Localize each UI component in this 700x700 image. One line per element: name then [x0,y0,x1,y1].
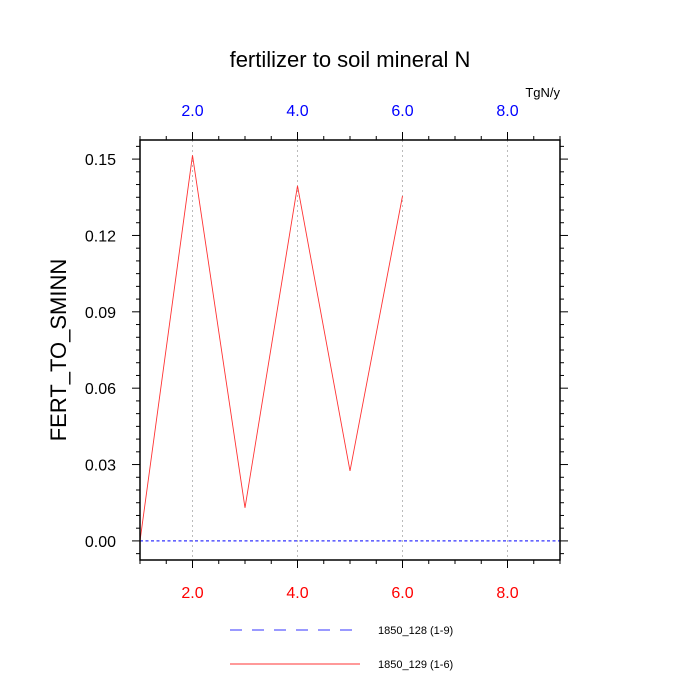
x-tick-label-top-0: 2.0 [181,103,203,120]
grid-layer [192,140,508,560]
x-tick-label-bottom-3: 8.0 [496,585,518,602]
legend-label-1: 1850_129 (1-6) [378,659,453,671]
y-tick-label-2: 0.06 [85,381,116,398]
ticks-layer [132,132,568,568]
series-line-1 [139,155,403,541]
chart-title: fertilizer to soil mineral N [230,47,471,72]
series-layer [139,155,560,542]
y-tick-label-4: 0.12 [85,228,116,245]
legend-label-0: 1850_128 (1-9) [378,625,453,637]
units-label: TgN/y [525,85,560,100]
plot-frame [139,139,561,561]
x-tick-label-bottom-2: 6.0 [391,585,413,602]
x-tick-label-bottom-1: 4.0 [286,585,308,602]
y-tick-label-5: 0.15 [85,152,116,169]
labels-layer: 2.0 2.0 4.0 4.0 6.0 6.0 8.0 8.0 0.00 0.03 0.06 0.09… [85,103,519,602]
x-tick-label-top-1: 4.0 [286,103,308,120]
y-tick-label-1: 0.03 [85,458,116,475]
y-tick-label-3: 0.09 [85,305,116,322]
y-tick-label-0: 0.00 [85,534,116,551]
x-tick-label-top-2: 6.0 [391,103,413,120]
y-axis-label: FERT_TO_SMINN [46,259,71,442]
x-tick-label-top-3: 8.0 [496,103,518,120]
legend-layer: 1850_128 (1-9) 1850_129 (1-6) [230,625,453,671]
x-tick-label-bottom-0: 2.0 [181,585,203,602]
